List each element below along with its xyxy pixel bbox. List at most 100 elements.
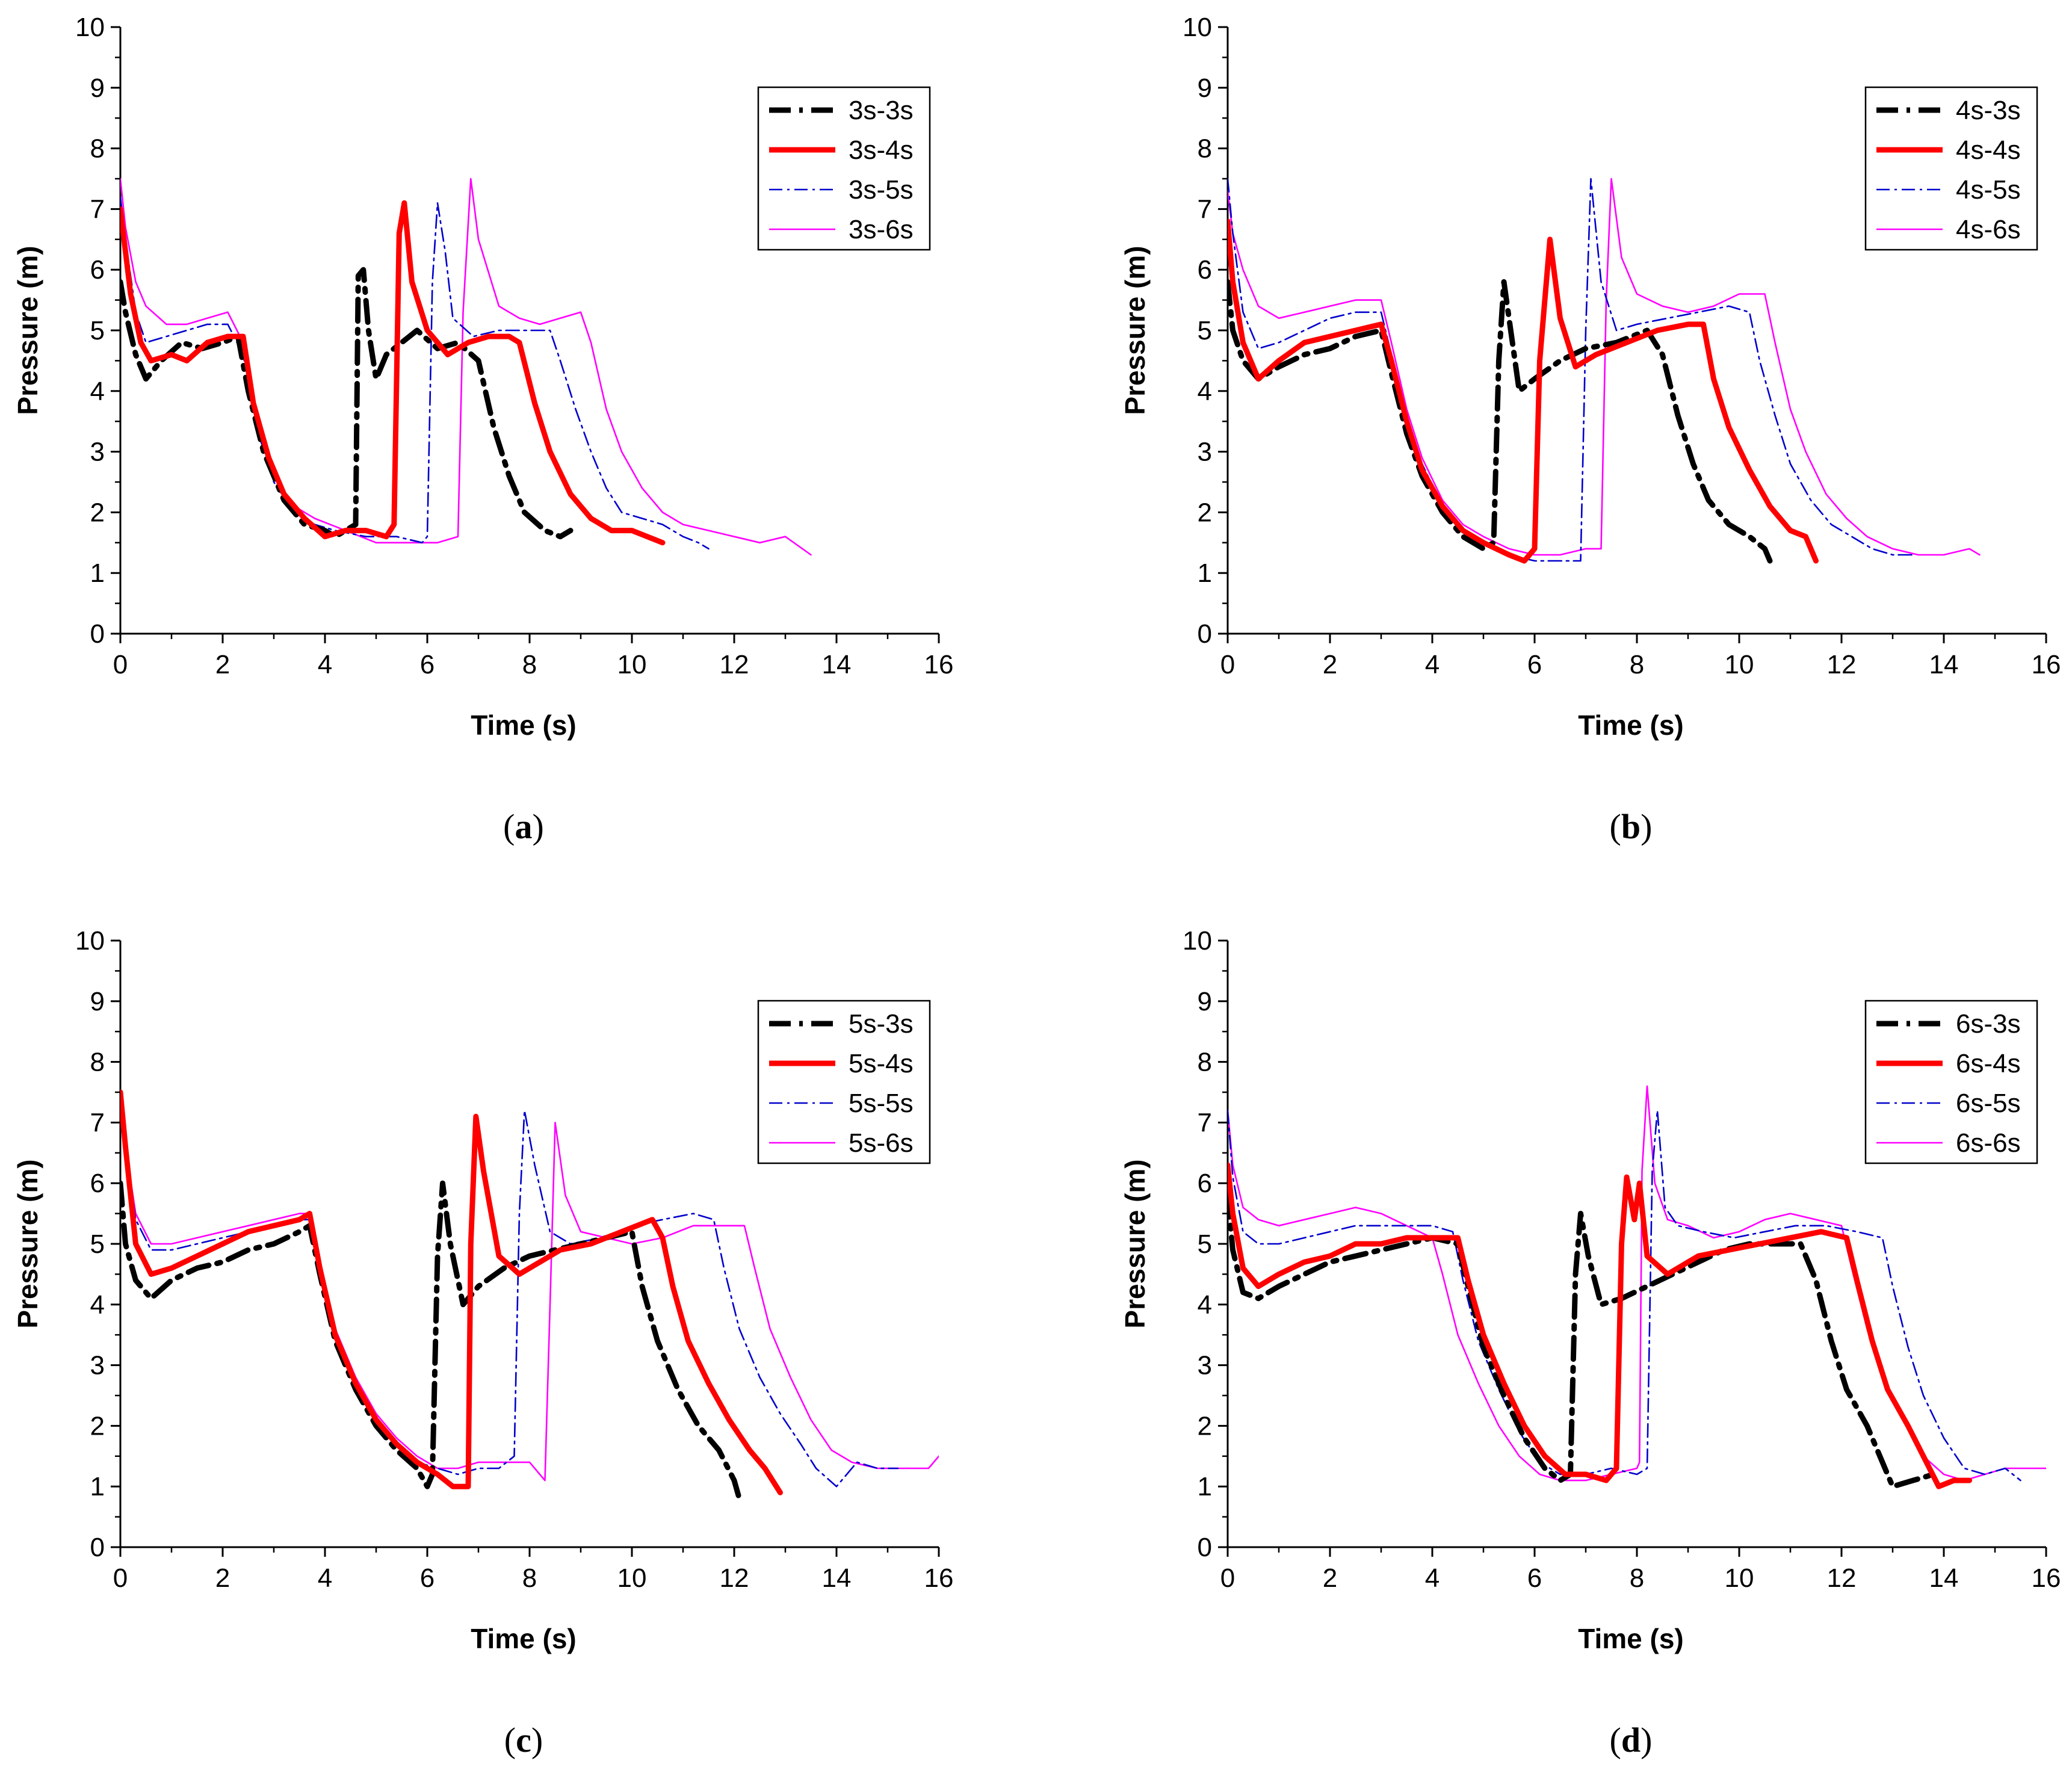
y-tick-label: 5	[1198, 316, 1212, 345]
series-line-5s-3s	[120, 1180, 742, 1501]
x-tick-label: 6	[1527, 1563, 1542, 1593]
x-tick-label: 12	[1827, 1563, 1857, 1593]
legend-box	[757, 1000, 931, 1164]
series-line-6s-3s	[1228, 1192, 1937, 1489]
x-tick-label: 14	[822, 650, 852, 679]
series-line-3s-6s	[120, 178, 812, 556]
y-tick-label: 8	[90, 134, 105, 164]
panel-c: 0 1 2 3 4 5 6 7 8 9 10 0 2 4 6 8 10 12 14 16 Time (s) Pressur…	[0, 913, 963, 1765]
x-axis-title: Time (s)	[1578, 709, 1684, 741]
legend-label-3s-3s: 3s-3s	[849, 96, 914, 125]
legend-box	[1864, 86, 2038, 251]
series-line-5s-6s	[120, 1109, 939, 1482]
y-tick-label: 6	[1198, 255, 1212, 285]
y-tick-label: 1	[1198, 558, 1212, 588]
x-tick-label: 2	[1323, 1563, 1337, 1593]
y-tick-label: 5	[1198, 1229, 1212, 1259]
legend-label-6s-5s: 6s-5s	[1956, 1089, 2021, 1118]
series-line-3s-4s	[120, 200, 666, 546]
series-line-4s-5s	[1228, 178, 1914, 562]
x-tick-label: 4	[1425, 650, 1440, 679]
series-line-6s-4s	[1228, 1162, 1972, 1489]
legend-label-5s-4s: 5s-4s	[849, 1049, 914, 1078]
series-group	[120, 1089, 939, 1501]
y-tick-label: 2	[1198, 498, 1212, 527]
x-tick-label: 16	[2032, 650, 2061, 679]
x-tick-label: 14	[822, 1563, 852, 1593]
legend-label-3s-6s: 3s-6s	[849, 215, 914, 244]
y-tick-label: 6	[1198, 1169, 1212, 1198]
y-tick-label: 1	[90, 558, 105, 588]
y-tick-label: 2	[90, 498, 105, 527]
panel-caption: (b)	[1610, 807, 1653, 846]
series-line-3s-3s	[120, 267, 574, 540]
legend-box	[1864, 1000, 2038, 1164]
x-tick-label: 0	[1220, 650, 1235, 679]
y-tick-label: 7	[90, 194, 105, 224]
legend-label-6s-4s: 6s-4s	[1956, 1049, 2021, 1078]
panel-b: 0 1 2 3 4 5 6 7 8 9 10 0 2 4 6 8 10 12 14 16 Time (s) Pressur…	[1107, 0, 2070, 852]
legend-label-5s-6s: 5s-6s	[849, 1128, 914, 1158]
x-tick-label: 0	[113, 650, 128, 679]
y-tick-label: 3	[90, 1351, 105, 1380]
x-tick-label: 14	[1929, 1563, 1959, 1593]
y-tick-label: 9	[1198, 987, 1212, 1016]
x-tick-label: 2	[215, 1563, 230, 1593]
y-axis-title: Pressure (m)	[12, 246, 43, 415]
y-tick-label: 0	[1198, 1533, 1212, 1562]
x-tick-label: 8	[522, 1563, 537, 1593]
x-tick-label: 4	[318, 1563, 332, 1593]
series-group	[1228, 178, 1981, 564]
y-tick-label: 4	[90, 1290, 105, 1320]
panel-a: 0 1 2 3 4 5 6 7 8 9 10 0 2 4 6 8 10 12 14 16 Time (s) Pressur…	[0, 0, 963, 852]
x-axis-title: Time (s)	[471, 1623, 577, 1654]
y-tick-label: 10	[75, 926, 105, 956]
y-tick-label: 0	[1198, 619, 1212, 649]
series-group	[120, 178, 812, 556]
x-tick-label: 6	[420, 650, 435, 679]
legend: 5s-3s 5s-4s 5s-5s 5s-6s	[757, 1000, 931, 1164]
y-tick-label: 1	[1198, 1472, 1212, 1501]
panel-d: 0 1 2 3 4 5 6 7 8 9 10 0 2 4 6 8 10 12 14 16 Time (s) Pressur…	[1107, 913, 2070, 1765]
legend-box	[757, 86, 931, 251]
x-tick-label: 14	[1929, 650, 1959, 679]
x-tick-label: 6	[420, 1563, 435, 1593]
x-axis-title: Time (s)	[1578, 1623, 1684, 1654]
legend-label-4s-5s: 4s-5s	[1956, 175, 2021, 205]
x-tick-label: 16	[924, 650, 954, 679]
legend-label-4s-4s: 4s-4s	[1956, 135, 2021, 165]
legend-label-6s-3s: 6s-3s	[1956, 1009, 2021, 1039]
legend-label-4s-6s: 4s-6s	[1956, 215, 2021, 244]
y-tick-label: 8	[90, 1048, 105, 1077]
y-tick-label: 10	[1183, 926, 1212, 956]
y-tick-label: 9	[1198, 73, 1212, 103]
x-tick-label: 4	[1425, 1563, 1440, 1593]
legend-label-6s-6s: 6s-6s	[1956, 1128, 2021, 1158]
y-tick-label: 4	[90, 377, 105, 406]
y-tick-label: 7	[1198, 1108, 1212, 1137]
y-tick-label: 0	[90, 1533, 105, 1562]
x-tick-label: 10	[1725, 1563, 1754, 1593]
legend-label-3s-5s: 3s-5s	[849, 175, 914, 205]
series-group	[1228, 1085, 2046, 1489]
y-tick-label: 3	[1198, 437, 1212, 467]
y-tick-label: 8	[1198, 134, 1212, 164]
x-tick-label: 12	[1827, 650, 1857, 679]
y-axis-title: Pressure (m)	[12, 1159, 43, 1328]
x-tick-label: 10	[617, 1563, 647, 1593]
x-tick-label: 12	[720, 650, 749, 679]
legend-label-5s-5s: 5s-5s	[849, 1089, 914, 1118]
y-tick-label: 2	[1198, 1411, 1212, 1441]
series-line-4s-4s	[1228, 218, 1819, 564]
y-tick-label: 3	[1198, 1351, 1212, 1380]
y-tick-label: 5	[90, 1229, 105, 1259]
y-tick-label: 8	[1198, 1048, 1212, 1077]
x-tick-label: 16	[2032, 1563, 2061, 1593]
legend: 6s-3s 6s-4s 6s-5s 6s-6s	[1864, 1000, 2038, 1164]
y-tick-label: 10	[75, 13, 105, 42]
series-line-3s-5s	[120, 196, 710, 550]
x-tick-label: 8	[1630, 1563, 1644, 1593]
